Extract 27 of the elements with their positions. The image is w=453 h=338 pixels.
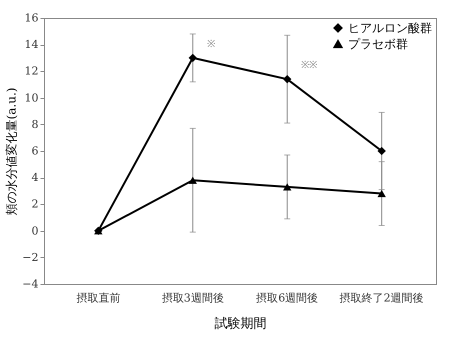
annotation: ※※ [301,60,318,72]
y-tick-label: 14 [24,38,38,52]
x-tick-label: 摂取6週間後 [256,292,318,304]
y-tick-label: 2 [32,198,38,211]
point [283,74,292,84]
point [283,183,292,191]
point [378,146,386,156]
x-tick-label: 摂取直前 [76,292,120,304]
x-tick-label: 摂取終了2週間後 [340,292,424,304]
y-tick-label: 8 [32,118,38,131]
point [188,54,197,62]
point [188,176,197,184]
annotation: ※ [206,38,215,50]
x-axis-title: 試験期間 [214,316,266,332]
legend-label: プラセボ群 [348,37,408,51]
point [378,190,386,198]
y-tick-label: 10 [24,91,38,104]
y-tick-label: 16 [24,12,38,24]
y-tick-label: −4 [22,278,38,290]
y-tick-label: 6 [32,144,38,158]
y-tick-label: 12 [24,64,38,78]
legend-label: ヒアルロン酸群 [348,21,432,35]
y-axis-title: 頬の水分値変化量(a.u.) [4,88,18,216]
x-tick-label: 摂取3週間後 [162,292,224,304]
y-tick-label: 4 [32,171,38,184]
y-tick-label: −2 [22,250,38,264]
y-tick-label: 0 [32,224,38,238]
